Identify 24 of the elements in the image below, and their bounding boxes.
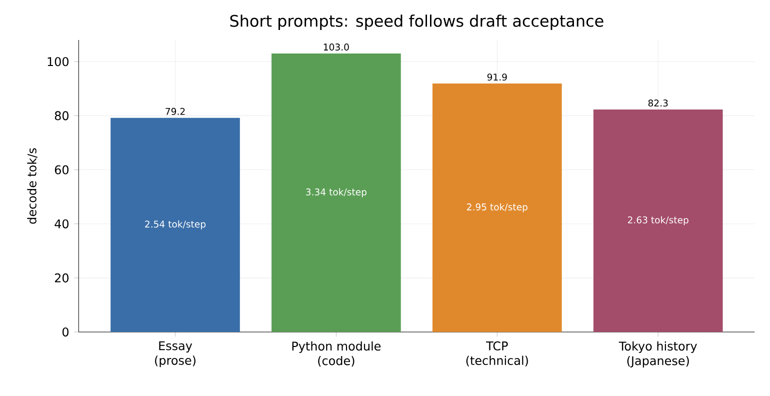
y-axis-title: decode tok/s (27, 148, 38, 224)
y-tick-label: 80 (54, 111, 69, 120)
y-tick-label: 60 (54, 165, 69, 174)
bar (272, 54, 401, 332)
chart-title: Short prompts: speed follows draft acceptance (230, 14, 604, 30)
y-tick-label: 100 (48, 57, 69, 66)
data-label: 91.9 (487, 74, 507, 81)
data-label: 79.2 (166, 108, 185, 115)
bar (432, 84, 562, 332)
bar (110, 118, 240, 332)
annotation: 2.95 tok/step (467, 203, 528, 212)
annotation: 3.34 tok/step (306, 188, 366, 198)
x-tick-label: TCP (technical) (466, 341, 528, 366)
x-tick-label: Tokyo history (Japanese) (618, 341, 697, 368)
annotation: 2.54 tok/step (145, 220, 206, 230)
bar (593, 109, 723, 332)
x-tick-label: Essay (prose) (155, 341, 196, 368)
y-tick-label: 20 (54, 273, 69, 282)
data-label: 82.3 (648, 100, 668, 107)
data-label: 103.0 (324, 44, 349, 51)
x-tick-label: Python module (code) (292, 341, 381, 367)
y-tick-label: 40 (54, 219, 69, 228)
annotation: 2.63 tok/step (628, 216, 688, 226)
y-tick-label: 0 (62, 327, 69, 337)
